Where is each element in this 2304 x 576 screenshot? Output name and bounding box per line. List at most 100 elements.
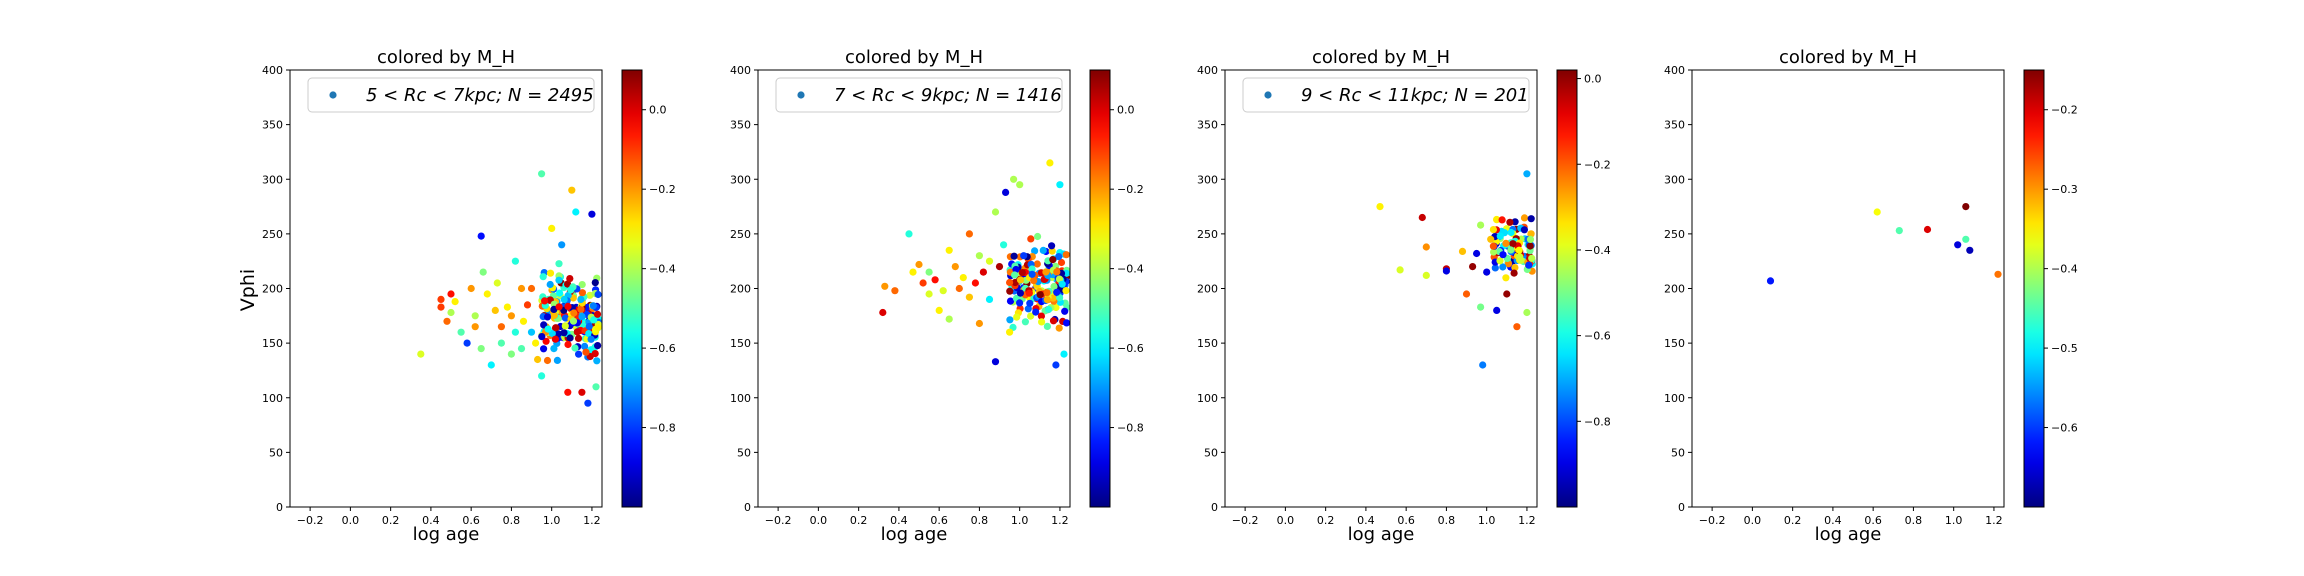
panel-2-data-point [1010,175,1018,183]
panel-4-points [1766,203,2002,285]
panel-4-x-tick-label: 1.2 [1985,514,2003,527]
panel-2-cluster-point [1042,268,1050,276]
panel-3-title: colored by M_H [1312,47,1450,68]
panel-1-cluster-point [567,286,575,294]
panel-4-colorbar-tick-label: −0.6 [2051,422,2078,435]
panel-2-data-point [1046,159,1054,167]
panel-2-title: colored by M_H [845,47,983,68]
panel-3-data-point [1458,247,1467,255]
panel-1-data-point [463,339,471,347]
panel-3-x-tick-label: 0.6 [1397,514,1415,527]
panel-3-colorbar-tick-label: 0.0 [1584,73,1602,86]
panel-1-cluster-point [594,323,602,331]
panel-2-cluster-point [1061,307,1069,315]
panel-4-x-tick-label: 0.6 [1864,514,1882,527]
figure-y-axis-label: Vphi [237,269,259,311]
panel-3-y-tick-label: 0 [1211,501,1218,514]
panel-2-data-point [965,293,974,301]
panel-1-data-point [457,328,465,336]
panel-2-cluster-point [1006,316,1014,324]
panel-1-colorbar-tick-label: −0.6 [649,342,676,355]
panel-1-cluster-point [593,357,601,365]
panel-3-data-point [1477,303,1485,311]
panel-2-data-point [1002,188,1010,196]
panel-3-cluster-point [1506,218,1514,226]
panel-2-data-point [931,276,939,284]
panel-2-y-tick-label: 50 [737,446,751,459]
panel-4-y-tick-label: 150 [1664,337,1685,350]
panel-2-colorbar-tick-label: −0.2 [1117,183,1144,196]
panel-3-y-tick-label: 350 [1197,119,1218,132]
panel-1-y-tick-label: 250 [262,228,283,241]
panel-2-data-point [1006,328,1014,336]
panel-1-cluster-point [569,317,578,325]
panel-3-data-point [1479,361,1487,369]
panel-2-data-point [905,230,913,238]
panel-1-data-point [517,345,526,353]
panel-2-data-point [979,268,988,276]
panel-2-y-tick-label: 0 [744,501,751,514]
panel-2-data-point [879,308,887,317]
panel-2-data-point [939,287,947,295]
panel-4-y-tick-label: 250 [1664,228,1685,241]
panel-2-data-point [1056,181,1064,189]
panel-2-cluster-point [1062,251,1070,259]
panel-1-cluster-point [578,312,586,321]
panel-3-cluster-point [1498,216,1506,224]
panel-4-data-point [1966,246,1974,254]
panel-2-x-tick-label: 0.0 [810,514,828,527]
panel-1-data-point [467,284,475,293]
panel-2-data-point [1000,241,1008,249]
panel-3-cluster-point [1490,248,1498,256]
panel-2-y-tick-label: 350 [730,119,751,132]
panel-1-cluster-point [564,302,572,310]
panel-4-x-tick-label: 0.2 [1784,514,1802,527]
panel-2-data-point [935,306,943,314]
panel-2-cluster-point [1053,288,1061,296]
panel-1-cluster-point [538,333,546,341]
panel-1-data-point [507,312,515,320]
panel-1-data-point [477,345,485,353]
panel-2-cluster-point [1036,291,1044,299]
panel-2-cluster-point [1006,287,1014,295]
panel-2-cluster-point [1053,268,1061,276]
panel-3-y-tick-label: 200 [1197,283,1218,296]
panel-4-y-tick-label: 0 [1678,501,1685,514]
panel-2-x-tick-label: 0.2 [850,514,868,527]
panel-1-cluster-point [591,279,599,287]
panel-3-cluster-point [1507,246,1515,254]
panel-1-cluster-point [571,344,579,352]
panel-3-data-point [1493,306,1501,314]
panel-1-cluster-point [575,350,583,358]
panel-4-data-point [1895,227,1903,235]
panel-3-axes-frame [1224,69,1538,508]
panel-1-cluster-point [550,345,558,353]
panel-1-cluster-point [555,276,563,284]
panel-2-data-point [925,290,933,298]
panel-2-cluster-point [1055,324,1063,332]
panel-3-cluster-point [1496,257,1504,265]
panel-2-data-point [995,263,1004,271]
panel-2-colorbar [1089,69,1111,508]
panel-2-data-point [945,315,953,323]
panel-3-data-point [1483,268,1491,276]
panel-2-data-point [1052,361,1060,369]
panel-1-data-point [447,308,455,317]
panel-2-cluster-point [1043,296,1051,304]
panel-2-data-point [971,279,980,287]
panel-3-data-point [1422,243,1430,251]
panel-2-data-point [925,268,933,276]
panel-2-y-tick-label: 400 [730,64,751,77]
panel-2-data-point [951,263,959,271]
panel-3-cluster-point [1493,216,1501,224]
panel-3-cluster-point [1526,235,1535,243]
panel-3-y-tick-label: 50 [1204,446,1218,459]
panel-1-y-tick-label: 350 [262,119,283,132]
panel-1-x-tick-label: −0.2 [297,514,324,527]
panel-1-x-tick-label: 1.2 [583,514,601,527]
panel-1-data-point [447,290,455,298]
panel-2-data-point [965,230,974,238]
panel-3-x-tick-label: 0.8 [1438,514,1456,527]
panel-3-cluster-point [1526,242,1534,250]
panel-4-data-point [1873,208,1881,216]
